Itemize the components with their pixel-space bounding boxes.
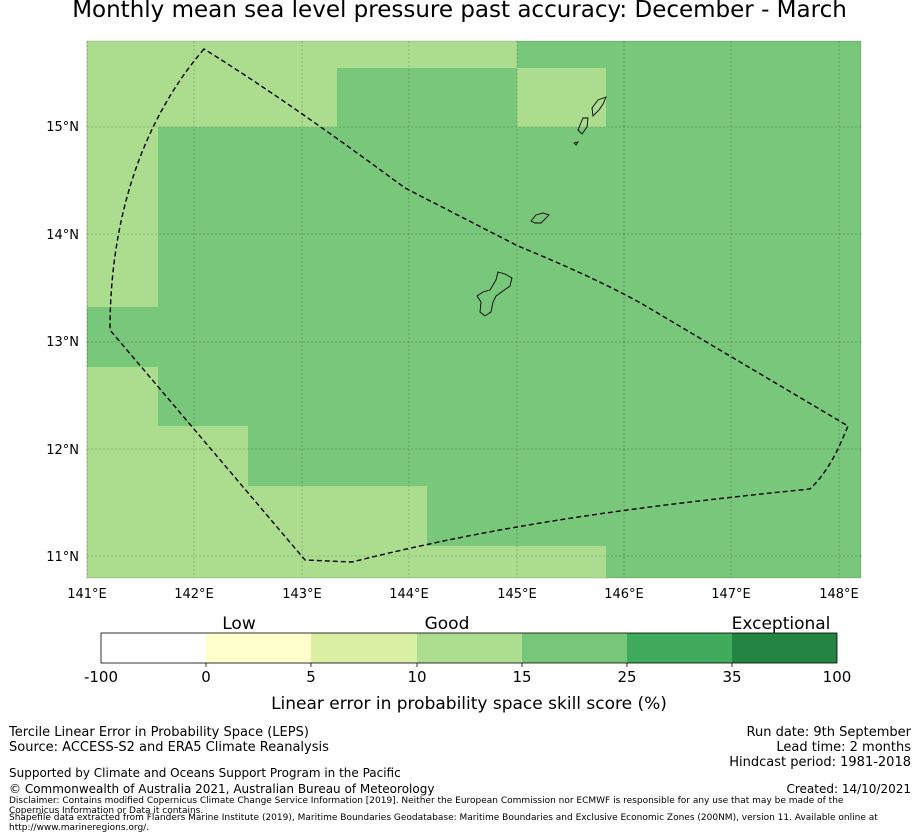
colorbar-tick-label: 15 [512,668,531,686]
lat-tick-label: 15°N [46,120,79,135]
skill-cell [87,307,861,367]
lat-tick-label: 12°N [46,443,79,458]
colorbar-tick-label: 35 [722,668,741,686]
skill-cell [337,68,517,127]
supported-text: Supported by Climate and Oceans Support … [9,766,401,780]
disclaimer-line-2: Copernicus Information or Data it contai… [9,806,204,816]
colorbar-tick-label: 10 [407,668,426,686]
tinian-island [577,117,589,135]
lead-time-text: Lead time: 2 months [776,740,911,755]
skill-cell [87,486,427,546]
method-text: Tercile Linear Error in Probability Spac… [9,725,309,740]
disclaimer-line-1: Disclaimer: Contains modified Copernicus… [9,796,844,806]
skill-cell [248,426,861,486]
skill-cell [427,486,861,546]
colorbar-tick-label: 100 [823,668,852,686]
lon-tick-label: 147°E [711,587,751,602]
aguijan-island [573,141,580,146]
saipan-island [591,96,607,117]
colorbar-segment [522,633,627,663]
colorbar-outline [100,632,838,664]
skill-cell [158,127,861,307]
lat-tick-label: 11°N [46,550,79,565]
category-label-good: Good [425,614,470,634]
lon-tick-label: 142°E [174,587,214,602]
lon-tick-label: 143°E [282,587,322,602]
colorbar: Low Good Exceptional -100 0 5 10 15 25 3… [84,614,851,714]
lon-tick-label: 146°E [604,587,644,602]
lat-tick-label: 14°N [46,228,79,243]
created-text: Created: 14/10/2021 [786,782,911,796]
colorbar-segment [101,633,206,663]
colorbar-segment [732,633,837,663]
colorbar-segment [311,633,417,663]
map-title: Monthly mean sea level pressure past acc… [72,0,847,23]
shapefile-line-1: Shapefile data extracted from Flanders M… [9,813,878,823]
skill-cell [87,41,517,68]
colorbar-tick-label: 0 [201,668,211,686]
skill-cell [87,426,248,486]
lon-tick-label: 148°E [819,587,859,602]
skill-cell [87,68,337,127]
skill-cell [606,546,861,578]
lon-tick-label: 141°E [67,587,107,602]
source-text: Source: ACCESS-S2 and ERA5 Climate Reana… [9,740,329,755]
rota-island [530,212,550,224]
colorbar-tick-label: -100 [84,668,118,686]
skill-grid [87,41,861,578]
lon-tick-label: 145°E [497,587,537,602]
graticule [86,41,861,578]
category-label-low: Low [222,614,256,634]
lat-tick-label: 13°N [46,335,79,350]
guam-island [476,271,513,317]
eez-boundary [109,48,849,563]
copyright-text: © Commonwealth of Australia 2021, Austra… [9,782,435,796]
run-date-text: Run date: 9th September [746,725,911,740]
skill-cell [158,367,861,426]
shapefile-line-2: http://www.marineregions.org/. [9,823,150,833]
skill-cell [606,68,861,127]
longitude-labels: 141°E 142°E 143°E 144°E 145°E 146°E 147°… [67,587,859,602]
colorbar-segment [206,633,311,663]
colorbar-segment [417,633,522,663]
hindcast-text: Hindcast period: 1981-2018 [729,755,911,770]
skill-cell [87,367,158,426]
colorbar-label: Linear error in probability space skill … [271,694,667,714]
category-label-exceptional: Exceptional [732,614,831,634]
skill-cell [87,546,606,578]
latitude-labels: 15°N 14°N 13°N 12°N 11°N [46,120,79,565]
islands [476,96,607,317]
skill-cell [517,41,861,68]
colorbar-tick-label: 25 [617,668,636,686]
colorbar-segment [627,633,732,663]
map-frame [86,40,862,579]
lon-tick-label: 144°E [389,587,429,602]
skill-cell [517,68,606,127]
colorbar-tick-label: 5 [306,668,316,686]
